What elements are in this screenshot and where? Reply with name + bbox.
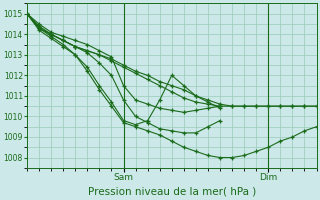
X-axis label: Pression niveau de la mer( hPa ): Pression niveau de la mer( hPa ) [88,187,256,197]
